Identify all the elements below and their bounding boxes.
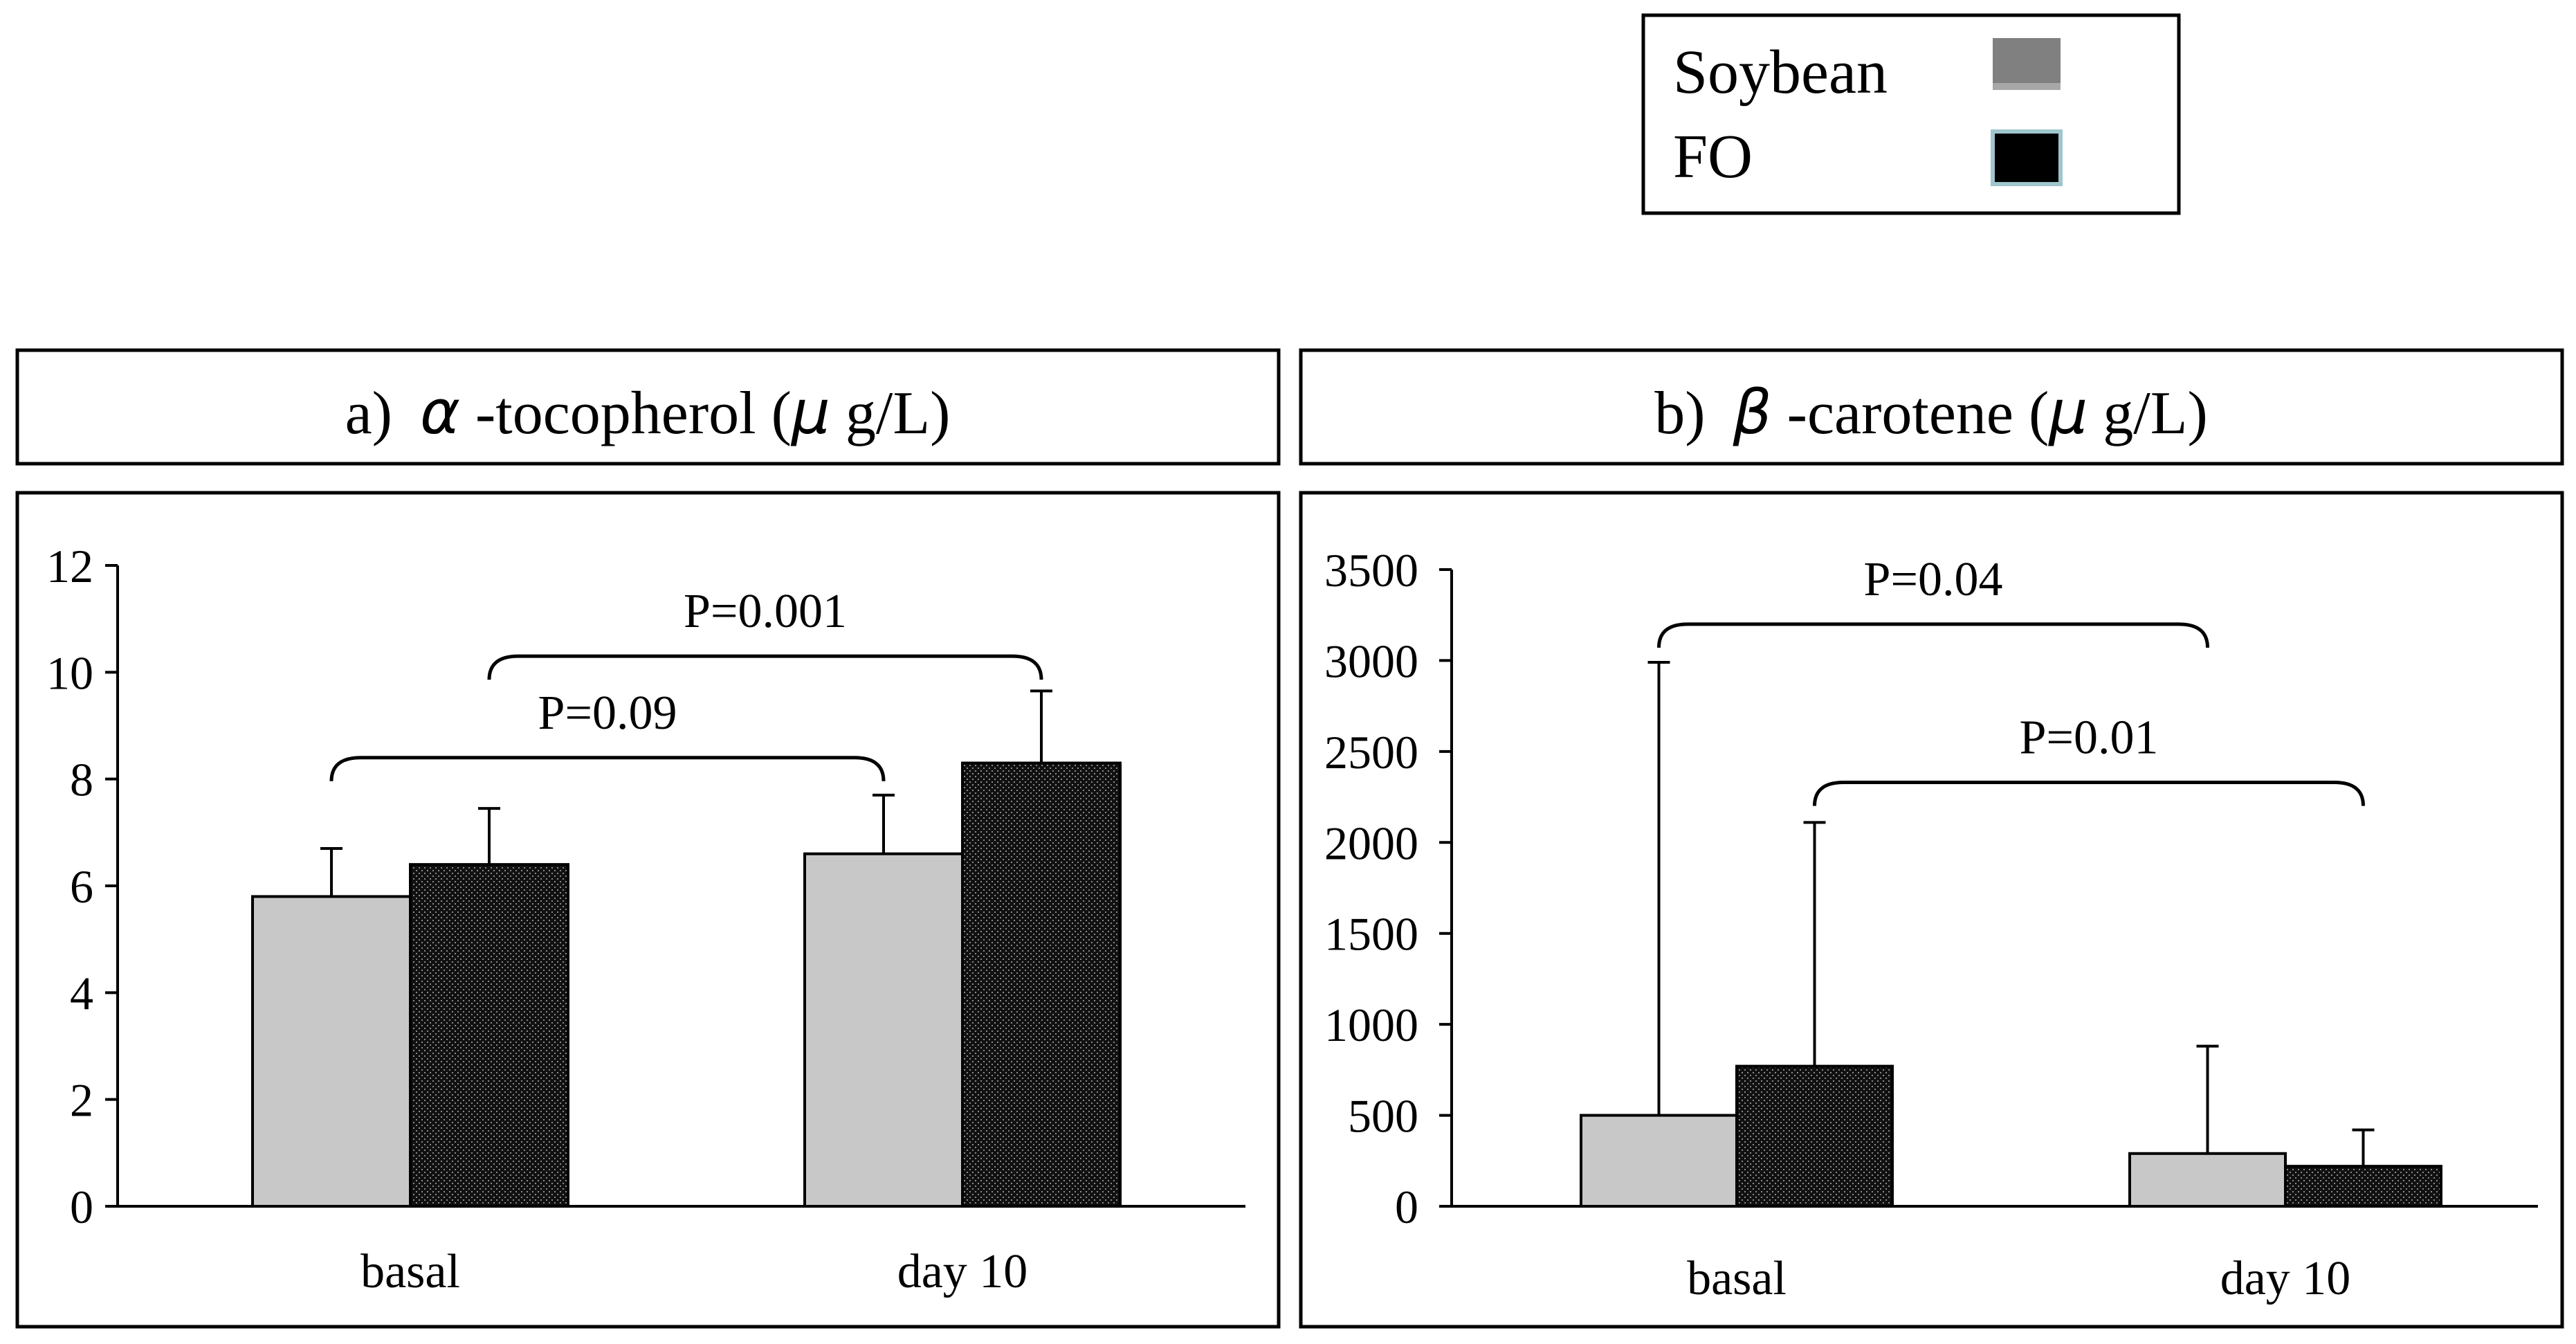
panel-a: a) α -tocopherol (μ g/L) 0 2 4 6 8 10 12 basal da… xyxy=(15,348,1281,1329)
panel-b-significance-bracket xyxy=(1657,622,2209,648)
panel-a-significance-bracket xyxy=(329,756,886,781)
legend-box xyxy=(1641,13,2181,215)
panel-b-unit-rest: g/L) xyxy=(2088,380,2208,447)
panel-a-y-tick-label: 12 xyxy=(46,540,93,592)
panel-a-category-label: basal xyxy=(360,1245,460,1298)
panel-a-y-tick-label: 10 xyxy=(46,646,93,699)
panel-a-p-value-label: P=0.001 xyxy=(684,585,847,638)
panel-a-bar-soybean-day10 xyxy=(803,852,964,1208)
panel-b-bar-fo-basal xyxy=(1735,1064,1894,1208)
panel-b-y-tick-label: 3000 xyxy=(1324,635,1418,687)
panel-b-p-value-label: P=0.04 xyxy=(1864,553,2003,606)
panel-b-title: b) β -carotene (μ g/L) xyxy=(1654,376,2208,448)
panel-a-y-tick-label: 0 xyxy=(70,1181,93,1233)
panel-b-y-tick-label: 0 xyxy=(1395,1181,1418,1233)
panel-a-unit-rest: g/L) xyxy=(830,380,951,447)
panel-a-title: a) α -tocopherol (μ g/L) xyxy=(345,376,951,448)
panel-b-label: b) xyxy=(1654,380,1705,447)
legend-label-fo: FO xyxy=(1673,122,1753,191)
panel-b-bar-soybean-day10 xyxy=(2128,1152,2287,1208)
panel-b-unit-greek: μ xyxy=(2047,376,2088,448)
panel-b-title-box xyxy=(1299,348,2564,466)
panel-b-p-value-label: P=0.01 xyxy=(2020,711,2159,765)
panel-b-y-tick-label: 1000 xyxy=(1324,999,1418,1051)
panel-a-y-tick-label: 6 xyxy=(70,860,93,913)
panel-a-p-value-label: P=0.09 xyxy=(538,687,677,740)
panel-a-bar-fo-day10 xyxy=(961,761,1122,1208)
panel-a-y-tick-label: 4 xyxy=(70,967,93,1019)
panel-a-y-tick-label: 2 xyxy=(70,1074,93,1127)
panel-a-significance-bracket xyxy=(487,654,1043,680)
legend: Soybean FO xyxy=(1641,13,2181,215)
panel-b-y-tick-label: 2000 xyxy=(1324,817,1418,869)
panel-b-category-label: day 10 xyxy=(2220,1252,2351,1305)
panel-b-title-rest: -carotene ( xyxy=(1772,380,2049,447)
panel-b-plot: 0 500 1000 1500 2000 2500 3000 3500 basal day 10 P… xyxy=(1324,544,2538,1305)
panel-a-title-box xyxy=(15,348,1281,466)
panel-a-title-rest: -tocopherol ( xyxy=(460,380,792,447)
panel-a-bar-soybean-basal xyxy=(251,895,412,1208)
legend-swatch-soybean xyxy=(1993,38,2061,88)
panel-a-unit-greek: μ xyxy=(790,376,830,448)
panel-a-y-tick-label: 8 xyxy=(70,754,93,806)
panel-b-category-label: basal xyxy=(1687,1252,1787,1305)
panel-a-greek: α xyxy=(420,376,460,448)
legend-label-soybean: Soybean xyxy=(1673,38,1888,107)
panel-a-label: a) xyxy=(345,380,392,447)
panel-b-bar-soybean-basal xyxy=(1580,1114,1738,1208)
panel-b-y-tick-label: 1500 xyxy=(1324,908,1418,961)
panel-b-greek: β xyxy=(1733,376,1772,448)
legend-swatch-soybean-underline xyxy=(1993,83,2061,90)
panel-a-category-label: day 10 xyxy=(897,1245,1028,1298)
legend-swatch-fo xyxy=(1991,129,2063,186)
panel-a-bar-fo-basal xyxy=(409,863,569,1208)
panel-b: b) β -carotene (μ g/L) 0 500 1000 1500 2000 25… xyxy=(1299,348,2564,1329)
panel-b-significance-bracket xyxy=(1813,781,2365,806)
panel-b-y-tick-label: 500 xyxy=(1348,1090,1418,1143)
panel-b-y-tick-label: 2500 xyxy=(1324,726,1418,779)
panel-a-plot: 0 2 4 6 8 10 12 basal day 10 P=0.09P=0.001 xyxy=(46,540,1245,1298)
panel-b-y-tick-label: 3500 xyxy=(1324,544,1418,597)
panel-b-bar-fo-day10 xyxy=(2284,1165,2442,1208)
